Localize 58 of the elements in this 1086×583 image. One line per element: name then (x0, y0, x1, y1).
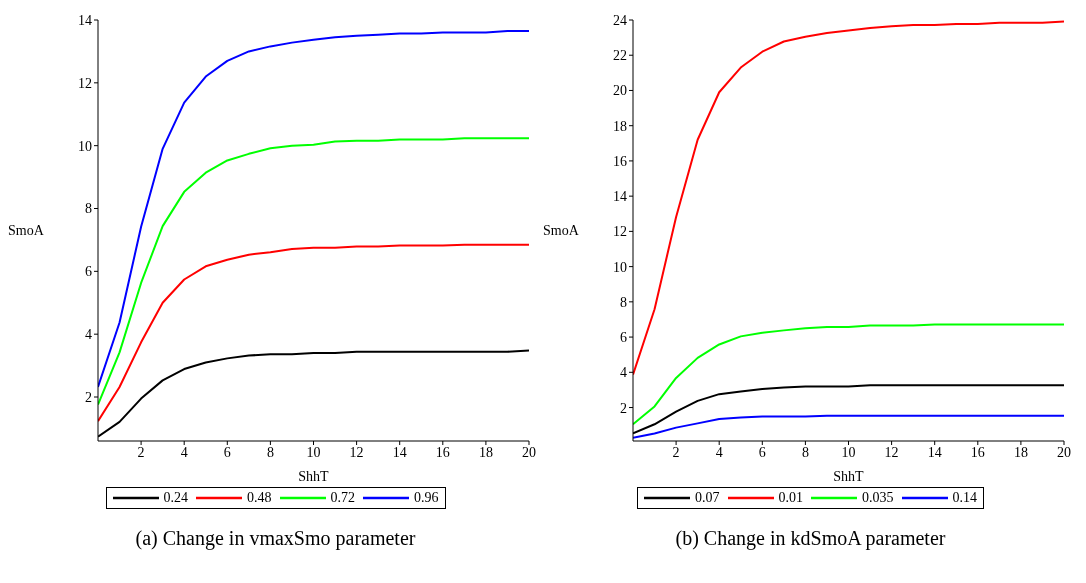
x-tick-label: 18 (1013, 444, 1028, 460)
legend-label: 0.24 (163, 490, 188, 506)
y-tick-label: 24 (613, 12, 627, 28)
x-axis-title: ShhT (833, 469, 865, 484)
legend-label: 0.14 (952, 490, 977, 506)
line-series (633, 20, 1064, 376)
x-tick-label: 12 (349, 444, 364, 460)
x-axis-title: ShhT (298, 469, 330, 484)
legend-label: 0.72 (330, 490, 355, 506)
y-tick-label: 4 (85, 327, 92, 343)
y-tick-label: 12 (78, 75, 92, 91)
x-tick-label: 12 (884, 444, 899, 460)
x-tick-label: 16 (435, 444, 450, 460)
legend-label: 0.96 (414, 490, 439, 506)
x-tick-label: 2 (672, 444, 680, 460)
y-tick-label: 6 (620, 330, 627, 346)
y-tick-label: 2 (620, 400, 627, 416)
x-tick-label: 8 (801, 444, 809, 460)
x-tick-label: 4 (180, 444, 188, 460)
x-tick-label: 6 (758, 444, 766, 460)
x-tick-label: 18 (478, 444, 493, 460)
x-tick-label: 14 (927, 444, 942, 460)
y-tick-label: 4 (620, 365, 627, 381)
line-series (98, 137, 529, 406)
line-series (633, 323, 1064, 426)
y-tick-label: 14 (78, 12, 92, 28)
y-tick-label: 6 (85, 264, 92, 280)
x-tick-label: 8 (266, 444, 274, 460)
x-tick-label: 10 (841, 444, 856, 460)
y-tick-label: 22 (613, 48, 627, 64)
y-tick-label: 8 (620, 294, 627, 310)
legend-label: 0.48 (247, 490, 272, 506)
y-axis-title: SmoA (8, 223, 45, 239)
y-tick-label: 12 (613, 224, 627, 240)
y-axis-title: SmoA (543, 223, 580, 239)
legend-label: 0.035 (862, 490, 894, 506)
y-tick-label: 20 (613, 83, 627, 99)
legend-label: 0.01 (778, 490, 803, 506)
y-tick-label: 8 (85, 201, 92, 217)
x-tick-label: 10 (306, 444, 321, 460)
y-tick-label: 10 (78, 138, 92, 154)
x-tick-label: 4 (715, 444, 723, 460)
x-tick-label: 6 (223, 444, 231, 460)
text: (a) Change in vmaxSmo parameter (134, 527, 417, 550)
legend-label: 0.07 (695, 490, 720, 506)
text: (b) Change in kdSmoA parameter (674, 527, 947, 550)
y-tick-label: 10 (613, 259, 627, 275)
y-tick-label: 18 (613, 118, 627, 134)
line-series (98, 30, 529, 388)
x-tick-label: 14 (392, 444, 407, 460)
x-tick-label: 16 (970, 444, 985, 460)
y-tick-label: 2 (85, 389, 92, 405)
y-tick-label: 14 (613, 189, 627, 205)
x-tick-label: 20 (1057, 444, 1071, 460)
y-tick-label: 16 (613, 153, 627, 169)
x-tick-label: 2 (137, 444, 145, 460)
x-tick-label: 20 (522, 444, 536, 460)
line-series (98, 243, 529, 423)
